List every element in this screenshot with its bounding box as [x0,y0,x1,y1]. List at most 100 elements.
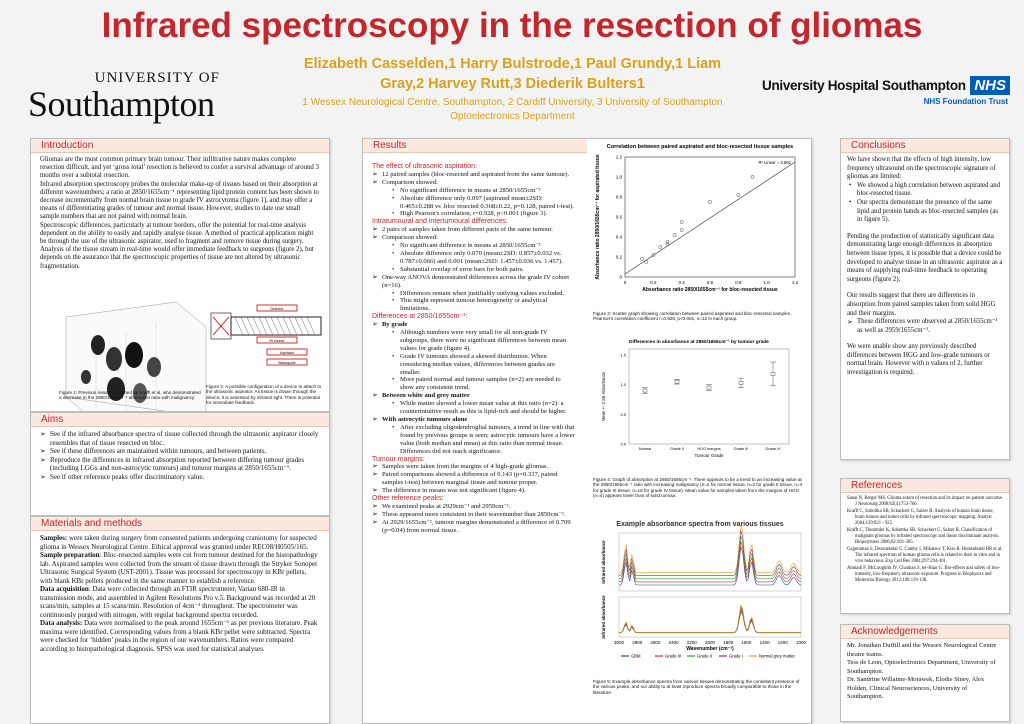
y-axis-label: Absorbance ratio 2850/1655cm⁻¹ for aspir… [595,154,601,279]
list-item: Although numbers were very small for all… [392,329,575,353]
x-tick-label: 0.2 [650,280,657,285]
scatter-point [665,242,670,246]
scatter-point [651,253,656,257]
list-item: This might represent tumour heterogeneit… [392,297,575,313]
affiliation-line-2: Optoelectronics Department [450,111,575,122]
list-item: Grade IV tumours showed a skewed distrib… [392,353,575,377]
list-item: Comparison showed: No significant differ… [372,234,575,274]
list-item: Reproduce the differences in infrared ab… [40,456,319,473]
x-tick-label: 1200 [778,640,789,645]
list-item: Samples were taken from the margins of 4… [372,463,575,471]
y-tick-label: 1.0 [620,382,626,387]
scatter-point [679,220,684,224]
plot-area [624,156,796,278]
x-tick-label: 0 [624,280,627,285]
reference-item: Gajjeraman S, Dezsnetsdar C, Camby I, Mi… [847,547,1003,564]
reference-item: Krafft C, Thummler K, Sobottka SB, Schac… [847,528,1000,545]
figure-5-caption: Figure 5: Example absorbance spectra fro… [593,679,800,695]
aims-heading: Aims [41,414,64,425]
legend-label: Grade II [697,654,712,659]
list-item: By grade Although numbers were very smal… [372,321,575,392]
bar-mean-marker [770,372,776,376]
x-tick-label: 0.8 [735,280,742,285]
bar-mean-marker [706,385,712,390]
scatter-point [658,245,663,249]
spectrum-line [618,546,802,586]
y-tick-label: 0.6 [616,215,623,220]
scatter-point [679,228,684,232]
scatter-point [736,193,741,197]
figure-1-caption: Figure 1: Previous results published by … [59,390,201,401]
section-header: Conclusions [841,139,1009,153]
ack-paragraph-1: Mr. Jonathan Duffill and the Wessex Neur… [847,642,997,658]
results-heading: Results [373,140,407,151]
intro-paragraph-3: Spectroscopic differences, particularly … [40,221,314,270]
section-header: Aims [31,413,329,427]
results-subheading-differences: Differences at 2850/1655cm⁻¹: [372,313,468,321]
references-panel: References Sanai N, Berger MS. Glioma ex… [840,478,1010,614]
x-tick-label: 1800 [723,640,734,645]
x-tick-label: 3000 [614,640,625,645]
affiliations: 1 Wessex Neurological Centre, Southampto… [255,96,770,124]
university-logo: UNIVERSITY OF Southampton [28,70,238,122]
legend-label: Grade I [729,654,743,659]
reference-item: Sanai N, Berger MS. Glioma extent of res… [847,496,1003,507]
list-item: 12 paired samples (bloc-resected and asp… [372,171,575,179]
reference-item: Ahmadi F, McLoughlin IV, Chauhan S, ter-… [847,566,1001,583]
sublist: No significant difference in means at 28… [382,242,575,274]
conclusions-list: We showed a high correlation between asp… [847,182,1003,225]
fit-line [624,161,796,275]
x-axis-label: Absorbance ratio 2850/1655cm⁻¹ for bloc-… [642,287,778,293]
margins-list: Samples were taken from the margins of 4… [372,463,575,495]
section-header: References [841,479,1009,493]
authors: Elizabeth Casselden,1 Harry Bulstrode,1 … [255,54,770,94]
y-tick-label: 1.5 [620,352,626,357]
methods-samples: Samples: were taken during surgery from … [40,534,317,551]
y-axis-label-bottom: Infrared absorbance [601,595,606,639]
list-item: No significant difference in means at 28… [392,242,575,250]
figure-1-3d-chart [65,301,207,411]
references-list: Sanai N, Berger MS. Glioma extent of res… [841,493,1009,588]
university-logo-line-1: UNIVERSITY OF [94,70,220,86]
hospital-trust: NHS Foundation Trust [923,97,1008,106]
figure-3-caption: Figure 3: Scatter graph showing correlat… [593,311,792,322]
section-header: Acknowledgements [841,625,1009,639]
list-item: Differences remain when justifiably outl… [392,290,575,298]
sublist: While matter showed a lower mean value a… [382,400,575,416]
authors-line-1: Elizabeth Casselden,1 Harry Bulstrode,1 … [303,56,722,72]
x-tick-label: 1400 [760,640,771,645]
differences-list: By grade Although numbers were very smal… [372,321,575,455]
y-tick-label: 0.2 [616,255,623,260]
conclusions-paragraph-4: We were unable show any previously descr… [847,343,990,377]
results-subheading-aspiration: The effect of ultrasonic aspiration: [372,163,477,170]
methods-panel: Materials and methods Samples: were take… [30,516,330,724]
x-tick-label: 1000 [796,640,807,645]
hospital-name: University Hospital Southampton [762,78,966,93]
scatter-point [640,257,644,261]
scatter-point [665,240,670,244]
spectrum-line [618,541,802,583]
list-item: With astrocytic tumours alone After excl… [372,416,575,456]
section-header: Results [363,139,587,153]
x-tick-label: 0.4 [679,280,686,285]
references-heading: References [851,480,903,491]
diagram-label: IR source [270,339,285,343]
list-item: High Pearson's correlation, r=0.928, p<0… [392,210,575,218]
figure-4-bar-chart: Differences in absorbance at 2850/1655cm… [591,335,809,475]
introduction-heading: Introduction [41,140,94,151]
list-item: 2 pairs of samples taken from different … [372,226,575,234]
x-axis-label: Tumour Grade [694,453,724,458]
list-item: See if these differences are maintained … [40,447,319,456]
aims-list: See if the infrared absorbance spectra o… [40,430,319,481]
y-tick-label: 0.8 [616,195,623,200]
figure-4-caption: Figure 4: Graph of absorption at 2850/16… [593,477,803,499]
list-item: The difference in means was not signific… [372,487,575,495]
y-tick-label: 0 [619,275,622,280]
list-item: Paired comparisons showed a difference o… [372,471,575,487]
authors-line-2: Gray,2 Harvey Rutt,3 Diederik Bulters1 [380,76,645,92]
intro-paragraph-1: Gliomas are the most common primary brai… [40,156,319,180]
x-tick-label: 1.2 [792,280,799,285]
conclusions-paragraph-1: We have shown that the effects of high i… [847,156,996,181]
diagram-label: Waveguide [278,361,295,365]
x-tick-label: 2000 [705,640,716,645]
